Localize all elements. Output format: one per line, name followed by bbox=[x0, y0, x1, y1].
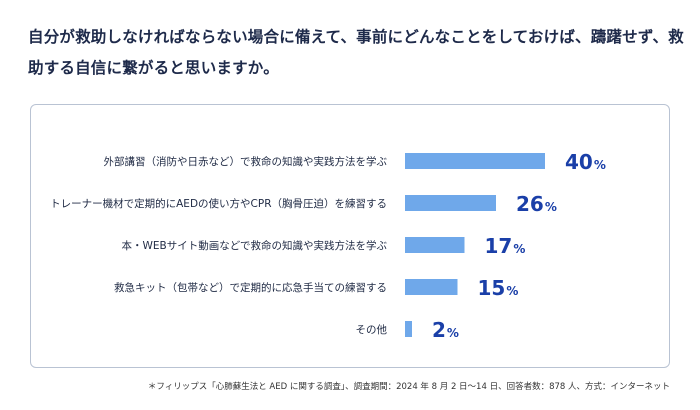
bar bbox=[405, 237, 465, 253]
bar bbox=[405, 195, 496, 211]
category-label: その他 bbox=[356, 323, 388, 336]
bar-chart: 外部講習（消防や日赤など）で救命の知識や実践方法を学ぶ 40% トレーナー機材で定期… bbox=[50, 150, 606, 342]
category-label: 外部講習（消防や日赤など）で救命の知識や実践方法を学ぶ bbox=[104, 155, 388, 168]
value-label: 2% bbox=[432, 318, 459, 342]
category-label: 本・WEBサイト動画などで救命の知識や実践方法を学ぶ bbox=[121, 239, 387, 252]
survey-footnote: ＊フィリップス「心肺蘇生法と AED に関する調査」、調査期間：2024 年 8… bbox=[147, 382, 670, 392]
category-label: トレーナー機材で定期的にAEDの使い方やCPR（胸骨圧迫）を練習する bbox=[50, 197, 387, 210]
category-label: 救急キット（包帯など）で定期的に応急手当ての練習する bbox=[114, 281, 387, 294]
value-label: 40% bbox=[565, 150, 606, 174]
question-title: 自分が救助しなければならない場合に備えて、事前にどんなことをしておけば、躊躇せず… bbox=[28, 28, 684, 77]
bar bbox=[405, 321, 412, 337]
bar bbox=[405, 153, 545, 169]
bar bbox=[405, 279, 458, 295]
value-label: 15% bbox=[478, 276, 519, 300]
value-label: 26% bbox=[516, 192, 557, 216]
chart-card: 外部講習（消防や日赤など）で救命の知識や実践方法を学ぶ 40% トレーナー機材で定期… bbox=[30, 104, 670, 368]
value-label: 17% bbox=[485, 234, 526, 258]
